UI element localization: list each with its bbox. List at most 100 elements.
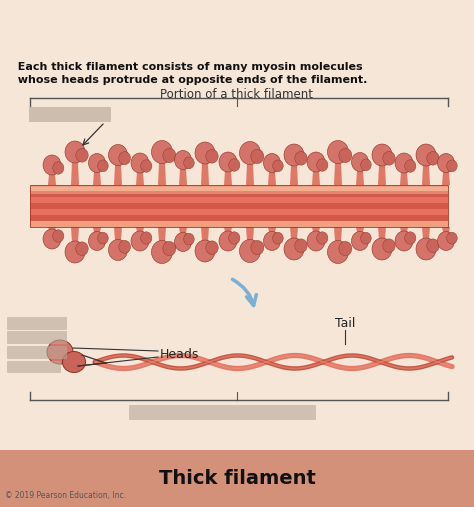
Polygon shape — [334, 227, 342, 242]
Ellipse shape — [416, 144, 436, 166]
Polygon shape — [48, 227, 56, 230]
Text: Portion of a thick filament: Portion of a thick filament — [161, 88, 313, 101]
Ellipse shape — [109, 144, 128, 165]
Ellipse shape — [307, 152, 325, 172]
Polygon shape — [246, 163, 254, 185]
Ellipse shape — [427, 239, 439, 252]
Ellipse shape — [174, 151, 191, 169]
Polygon shape — [201, 163, 209, 185]
Bar — [30, 185, 448, 191]
Ellipse shape — [131, 153, 149, 173]
Polygon shape — [224, 227, 232, 232]
Ellipse shape — [219, 231, 237, 251]
Bar — [30, 187, 448, 194]
Text: Each thick filament consists of many myosin molecules: Each thick filament consists of many myo… — [10, 62, 363, 72]
Polygon shape — [356, 227, 364, 232]
Ellipse shape — [98, 232, 108, 244]
Ellipse shape — [89, 232, 106, 250]
Polygon shape — [114, 164, 122, 185]
FancyBboxPatch shape — [29, 107, 111, 122]
Bar — [30, 191, 448, 197]
Ellipse shape — [427, 152, 439, 165]
Ellipse shape — [295, 152, 307, 165]
Ellipse shape — [438, 154, 455, 172]
Text: Heads: Heads — [160, 348, 200, 361]
Polygon shape — [48, 174, 56, 185]
Polygon shape — [93, 227, 101, 232]
Polygon shape — [71, 227, 79, 242]
Polygon shape — [422, 227, 430, 239]
Polygon shape — [268, 227, 276, 232]
Ellipse shape — [76, 149, 88, 162]
Ellipse shape — [361, 232, 371, 244]
Polygon shape — [356, 170, 364, 185]
Ellipse shape — [43, 229, 61, 249]
Ellipse shape — [239, 239, 261, 263]
Polygon shape — [312, 227, 320, 232]
Ellipse shape — [352, 153, 368, 171]
Ellipse shape — [438, 232, 455, 250]
Ellipse shape — [284, 238, 304, 260]
Ellipse shape — [352, 232, 368, 250]
Ellipse shape — [251, 150, 264, 164]
Bar — [30, 221, 448, 227]
Ellipse shape — [395, 231, 413, 251]
Polygon shape — [268, 171, 276, 185]
Ellipse shape — [447, 232, 457, 244]
Text: Tail: Tail — [335, 317, 355, 330]
Ellipse shape — [219, 152, 237, 172]
Ellipse shape — [372, 144, 392, 166]
Ellipse shape — [317, 159, 328, 171]
Ellipse shape — [307, 231, 325, 251]
Ellipse shape — [141, 160, 152, 172]
Ellipse shape — [98, 160, 108, 172]
Bar — [30, 203, 448, 209]
FancyBboxPatch shape — [7, 346, 67, 359]
Bar — [30, 209, 448, 215]
Ellipse shape — [317, 232, 328, 244]
Polygon shape — [378, 165, 386, 185]
Ellipse shape — [53, 162, 64, 174]
Polygon shape — [114, 227, 122, 240]
Ellipse shape — [131, 231, 149, 251]
Ellipse shape — [119, 152, 130, 165]
Polygon shape — [136, 227, 144, 232]
Ellipse shape — [65, 141, 85, 163]
Ellipse shape — [76, 242, 88, 256]
Ellipse shape — [405, 160, 416, 172]
FancyBboxPatch shape — [7, 317, 67, 330]
Polygon shape — [179, 227, 187, 233]
Ellipse shape — [264, 154, 281, 172]
Ellipse shape — [405, 232, 416, 244]
Text: © 2019 Pearson Education, Inc.: © 2019 Pearson Education, Inc. — [5, 491, 126, 500]
Ellipse shape — [339, 241, 352, 256]
Polygon shape — [290, 227, 298, 239]
Ellipse shape — [174, 233, 191, 251]
Ellipse shape — [152, 240, 173, 264]
Text: whose heads protrude at opposite ends of the filament.: whose heads protrude at opposite ends of… — [10, 75, 367, 85]
Polygon shape — [136, 172, 144, 185]
Ellipse shape — [141, 232, 152, 244]
FancyBboxPatch shape — [129, 405, 316, 420]
Ellipse shape — [328, 140, 348, 163]
Ellipse shape — [119, 240, 130, 254]
Polygon shape — [312, 171, 320, 185]
Ellipse shape — [416, 238, 436, 260]
Ellipse shape — [53, 230, 64, 242]
Ellipse shape — [273, 232, 283, 244]
Polygon shape — [378, 227, 386, 239]
Ellipse shape — [264, 232, 281, 250]
Bar — [0, 450, 474, 507]
Ellipse shape — [65, 241, 85, 263]
Ellipse shape — [383, 239, 395, 252]
Polygon shape — [290, 165, 298, 185]
Polygon shape — [93, 171, 101, 185]
Ellipse shape — [395, 153, 413, 173]
Ellipse shape — [239, 141, 261, 164]
Ellipse shape — [295, 239, 307, 252]
Polygon shape — [71, 162, 79, 185]
Ellipse shape — [328, 240, 348, 264]
Ellipse shape — [273, 160, 283, 172]
Polygon shape — [400, 227, 408, 232]
Polygon shape — [179, 168, 187, 185]
